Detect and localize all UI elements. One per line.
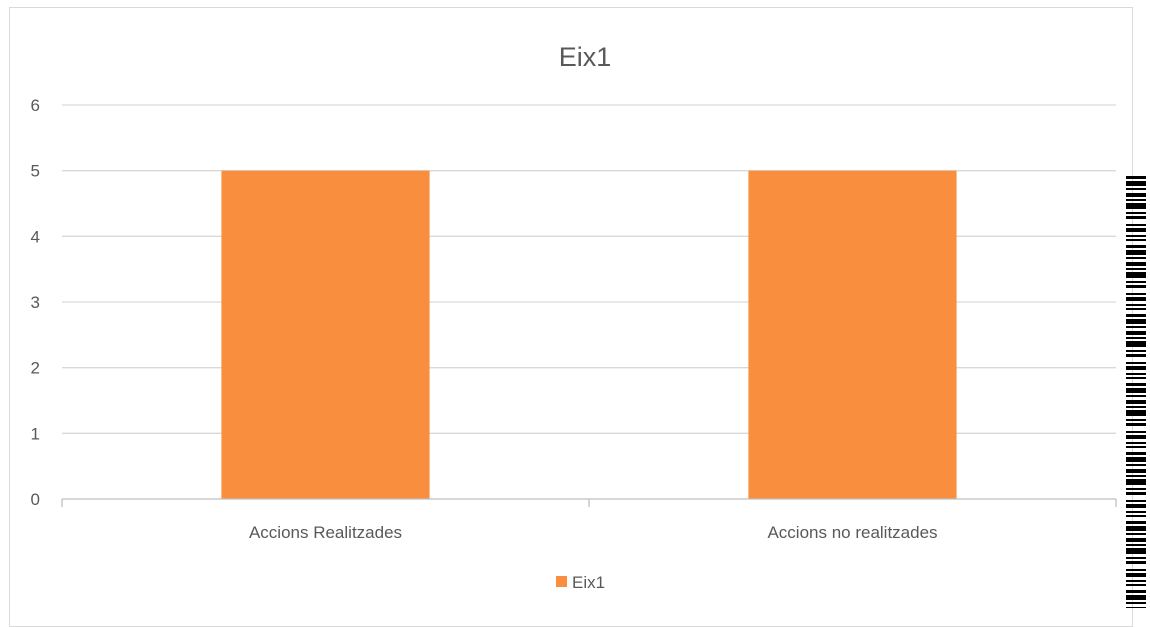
barcode-bar (1126, 203, 1146, 209)
barcode-bar (1126, 216, 1146, 219)
barcode-bar (1126, 319, 1146, 324)
barcode-bar (1126, 176, 1146, 179)
x-category-label: Accions Realitzades (249, 523, 402, 542)
barcode-bar (1126, 435, 1146, 439)
barcode-bar (1126, 431, 1146, 433)
barcode-bar (1126, 304, 1146, 306)
barcode-bar (1126, 584, 1146, 586)
barcode-bar (1126, 331, 1146, 335)
barcode-bar (1126, 538, 1146, 542)
barcode-bar (1126, 293, 1146, 295)
barcode-bar (1126, 442, 1146, 444)
barcode-bar (1126, 548, 1146, 554)
barcode-bar (1126, 395, 1146, 397)
barcode-bar (1126, 239, 1146, 241)
barcode-bar (1126, 607, 1146, 608)
barcode-bar (1126, 193, 1146, 197)
barcode-bar (1126, 188, 1146, 190)
x-category-label: Accions no realitzades (767, 523, 937, 542)
barcode-bar (1126, 479, 1146, 485)
barcode-bar (1126, 250, 1146, 255)
y-tick-label: 2 (31, 359, 40, 378)
barcode-bar (1126, 557, 1146, 559)
barcode-bar (1126, 533, 1146, 535)
barcode-bar (1126, 500, 1146, 502)
barcode-bar (1126, 245, 1146, 248)
bar (221, 170, 430, 499)
barcode-bar (1126, 308, 1146, 310)
barcode-bar (1126, 423, 1146, 426)
barcode-bar (1126, 373, 1146, 375)
barcode-bar (1126, 235, 1146, 237)
barcode-bar (1126, 469, 1146, 473)
y-tick-label: 4 (31, 227, 40, 246)
barcode-bar (1126, 281, 1146, 283)
barcode-bar (1126, 406, 1146, 408)
barcode-bar (1126, 452, 1146, 455)
barcode-bar (1126, 419, 1146, 421)
y-tick-label: 3 (31, 293, 40, 312)
barcode-bar (1126, 511, 1146, 513)
y-tick-label: 1 (31, 424, 40, 443)
barcode-bar (1126, 212, 1146, 214)
barcode-image (1126, 176, 1146, 608)
barcode-bar (1126, 602, 1146, 604)
barcode-bar (1126, 526, 1146, 531)
barcode-bar (1126, 366, 1146, 370)
barcode-bar (1126, 262, 1146, 266)
barcode-bar (1126, 521, 1146, 524)
barcode-bar (1126, 354, 1146, 357)
barcode-bar (1126, 257, 1146, 259)
grid-lines (62, 104, 1116, 434)
barcode-bar (1126, 569, 1146, 571)
barcode-bar (1126, 400, 1146, 404)
legend-swatch (556, 576, 567, 587)
barcode-bar (1126, 580, 1146, 582)
barcode-bar (1126, 326, 1146, 328)
barcode-bar (1126, 515, 1146, 517)
barcode-bar (1126, 464, 1146, 466)
barcode-bar (1126, 341, 1146, 347)
y-tick-label: 6 (31, 96, 40, 115)
barcode-bar (1126, 590, 1146, 593)
chart-title: Eix1 (559, 42, 612, 72)
barcode-bar (1126, 561, 1146, 564)
barcode-bar (1126, 377, 1146, 379)
barcode-bar (1126, 544, 1146, 546)
barcode-bar (1126, 272, 1146, 278)
barcode-bar (1126, 595, 1146, 600)
barcode-bar (1126, 337, 1146, 339)
barcode-bar (1126, 181, 1146, 186)
barcode-bar (1126, 410, 1146, 416)
barcode-bar (1126, 475, 1146, 477)
barcode-bar (1126, 362, 1146, 364)
legend: Eix1 (556, 573, 605, 592)
barcode-bar (1126, 488, 1146, 490)
y-tick-label: 5 (31, 162, 40, 181)
y-axis-ticks: 0 1 2 3 4 5 6 (31, 96, 40, 509)
barcode-bar (1126, 457, 1146, 462)
barcode-bar (1126, 492, 1146, 495)
barcode-bar (1126, 199, 1146, 201)
legend-label: Eix1 (572, 573, 605, 592)
x-axis-categories: Accions Realitzades Accions no realitzade… (249, 523, 938, 542)
barcode-bar (1126, 314, 1146, 317)
barcode-bar (1126, 573, 1146, 577)
barcode-bar (1126, 504, 1146, 508)
barcode-bar (1126, 350, 1146, 352)
bar (748, 170, 957, 499)
barcode-bar (1126, 224, 1146, 226)
barcode-bar (1126, 446, 1146, 448)
y-tick-label: 0 (31, 490, 40, 509)
barcode-bar (1126, 268, 1146, 270)
barcode-bar (1126, 383, 1146, 386)
barcode-bar (1126, 285, 1146, 288)
bars (221, 170, 957, 499)
barcode-bar (1126, 228, 1146, 232)
x-axis (61, 498, 1117, 507)
barcode-bar (1126, 297, 1146, 301)
barcode-bar (1126, 388, 1146, 393)
